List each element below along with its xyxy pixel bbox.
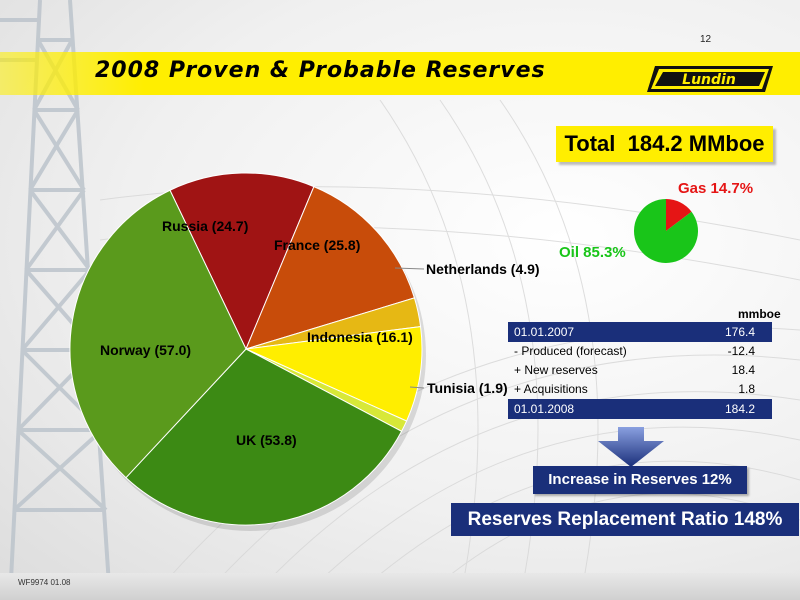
reserves-replacement-ratio-box: Reserves Replacement Ratio 148%	[451, 503, 799, 536]
table-row-value: 1.8	[738, 382, 755, 396]
pie-slice-uk	[125, 348, 403, 526]
page-title: 2008 Proven & Probable Reserves	[95, 58, 546, 83]
pie-label-france: France (25.8)	[274, 237, 361, 253]
page-number: 12	[700, 34, 712, 45]
pie-slice-russia	[169, 172, 315, 351]
table-row: 01.01.2007 176.4	[508, 322, 772, 342]
table-row-label: - Produced (forecast)	[514, 344, 627, 358]
table-unit-label: mmboe	[738, 307, 781, 321]
footer-band	[0, 573, 800, 600]
pie-label-netherlands: Netherlands (4.9)	[426, 261, 540, 277]
pie-label-uk: UK (53.8)	[236, 432, 297, 448]
split-pie-slice-oil	[634, 199, 698, 263]
split-pie-slice-gas	[666, 199, 692, 231]
total-value: 184.2 MMboe	[627, 131, 765, 156]
pie-label-norway: Norway (57.0)	[100, 342, 192, 358]
table-row: 01.01.2008 184.2	[508, 399, 772, 419]
pie-slice-indonesia	[244, 326, 423, 422]
table-row-label: + New reserves	[514, 363, 598, 377]
pie-slice-france	[245, 185, 416, 350]
table-row-value: 18.4	[731, 363, 755, 377]
pie-label-russia: Russia (24.7)	[162, 218, 249, 234]
reserves-reconciliation-table: 01.01.2007 176.4 - Produced (forecast) -12.…	[508, 322, 772, 419]
total-label: Total	[564, 131, 616, 156]
table-row: + Acquisitions 1.8	[508, 380, 772, 399]
logo-text: Lundin	[682, 72, 736, 88]
pie-leader-line-2	[409, 386, 425, 389]
footer-code: WF9974 01.08	[18, 578, 71, 587]
pie-slice-norway	[69, 189, 247, 479]
table-row: + New reserves 18.4	[508, 361, 772, 380]
gas-oil-pie-chart	[634, 199, 698, 263]
pie-label-tunisia: Tunisia (1.9)	[427, 380, 508, 396]
down-arrow-icon	[598, 427, 664, 467]
oil-share-label: Oil 85.3%	[559, 244, 626, 261]
table-row-value: 176.4	[724, 325, 755, 339]
company-logo: Lundin	[647, 66, 773, 92]
total-reserves-box: Total 184.2 MMboe	[556, 126, 773, 162]
pie-leader-line-1	[394, 267, 425, 270]
table-row-label: 01.01.2008	[514, 402, 575, 416]
table-row-value: -12.4	[727, 344, 755, 358]
table-row-value: 184.2	[724, 402, 755, 416]
table-row-label: 01.01.2007	[514, 325, 575, 339]
gas-share-label: Gas 14.7%	[678, 180, 754, 197]
table-row: - Produced (forecast) -12.4	[508, 342, 772, 361]
pie-label-indonesia: Indonesia (16.1)	[307, 329, 413, 345]
table-row-label: + Acquisitions	[514, 382, 588, 396]
increase-in-reserves-box: Increase in Reserves 12%	[533, 466, 747, 494]
